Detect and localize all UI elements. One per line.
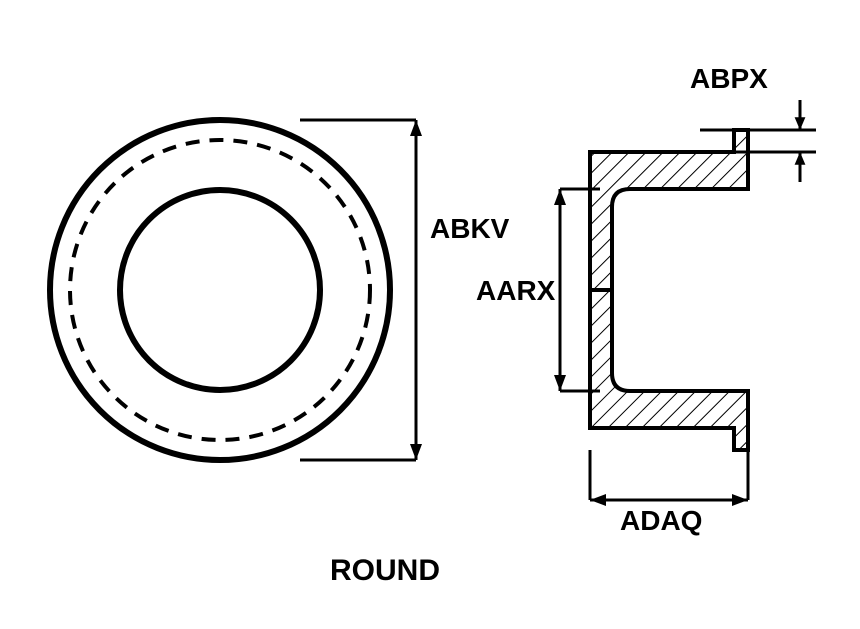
section-top-wall xyxy=(590,130,748,290)
dim-label-adaq: ADAQ xyxy=(620,505,702,536)
section-bottom-wall xyxy=(590,290,748,450)
outer-diameter-circle xyxy=(50,120,390,460)
dim-label-abpx: ABPX xyxy=(690,63,768,94)
bore-diameter-circle xyxy=(120,190,320,390)
dim-label-aarx: AARX xyxy=(476,275,556,306)
diagram-title: ROUND xyxy=(330,554,440,587)
hidden-shoulder-circle xyxy=(70,140,370,440)
dim-label-abkv: ABKV xyxy=(430,213,510,244)
engineering-diagram: ABKV AARX ADAQ ABPX ROUND xyxy=(0,0,860,629)
